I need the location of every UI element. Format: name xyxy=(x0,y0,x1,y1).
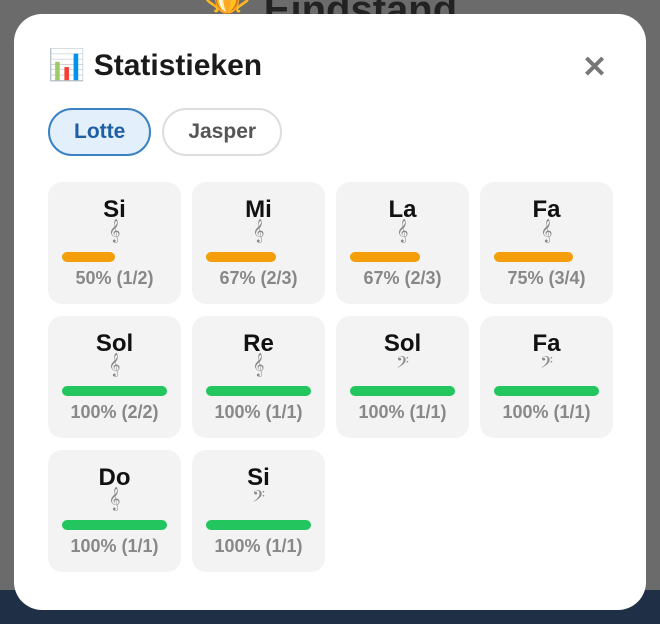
note-card: Sol 𝄢 100% (1/1) xyxy=(336,316,469,438)
score-label: 67% (2/3) xyxy=(363,268,442,288)
progress-track xyxy=(350,386,455,396)
score-label: 100% (1/1) xyxy=(214,402,303,422)
note-name: Do xyxy=(98,464,131,491)
score-label: 100% (1/1) xyxy=(358,402,447,422)
player-tab[interactable]: Jasper xyxy=(162,108,283,156)
chart-icon: 📊 xyxy=(48,49,86,82)
note-card: Si 𝄞 50% (1/2) xyxy=(48,182,181,304)
progress-track xyxy=(206,520,311,530)
note-name: La xyxy=(388,196,417,223)
note-card: Re 𝄞 100% (1/1) xyxy=(192,316,325,438)
progress-bar xyxy=(206,520,311,530)
score-label: 100% (1/1) xyxy=(214,536,303,556)
note-card: Mi 𝄞 67% (2/3) xyxy=(192,182,325,304)
note-name: Fa xyxy=(532,196,561,223)
progress-bar xyxy=(350,386,455,396)
clef-symbol: 𝄢 xyxy=(252,488,265,510)
note-name: Sol xyxy=(383,330,422,357)
score-label: 100% (1/1) xyxy=(70,536,159,556)
note-name: Sol xyxy=(95,330,134,357)
score-label: 100% (1/1) xyxy=(502,402,591,422)
clef-symbol: 𝄢 xyxy=(396,354,409,376)
clef-symbol: 𝄞 xyxy=(252,354,265,376)
clef-symbol: 𝄞 xyxy=(108,354,121,376)
progress-bar xyxy=(350,252,421,262)
progress-bar xyxy=(206,252,277,262)
progress-bar xyxy=(206,386,311,396)
clef-symbol: 𝄞 xyxy=(108,220,121,242)
progress-bar xyxy=(62,252,115,262)
progress-bar xyxy=(494,386,599,396)
clef-symbol: 𝄞 xyxy=(252,220,265,242)
progress-track xyxy=(62,252,167,262)
progress-track xyxy=(350,252,455,262)
clef-symbol: 𝄢 xyxy=(540,354,553,376)
clef-symbol: 𝄞 xyxy=(396,220,409,242)
note-card: Do 𝄞 100% (1/1) xyxy=(48,450,181,572)
progress-bar xyxy=(62,520,167,530)
note-card: Fa 𝄞 75% (3/4) xyxy=(480,182,613,304)
note-card: La 𝄞 67% (2/3) xyxy=(336,182,469,304)
progress-track xyxy=(494,386,599,396)
note-name: Fa xyxy=(532,330,561,357)
stats-grid: Si 𝄞 50% (1/2) Mi 𝄞 67% (2/3) La 𝄞 67% (2/3) Fa 𝄞 7… xyxy=(48,182,613,572)
progress-bar xyxy=(494,252,573,262)
note-card: Fa 𝄢 100% (1/1) xyxy=(480,316,613,438)
progress-track xyxy=(206,386,311,396)
score-label: 75% (3/4) xyxy=(507,268,586,288)
note-card: Si 𝄢 100% (1/1) xyxy=(192,450,325,572)
note-name: Mi xyxy=(245,196,272,223)
progress-track xyxy=(494,252,599,262)
clef-symbol: 𝄞 xyxy=(108,488,121,510)
modal-title: 📊 Statistieken xyxy=(48,48,262,83)
progress-track xyxy=(206,252,311,262)
player-tabs: Lotte Jasper xyxy=(48,108,283,156)
score-label: 50% (1/2) xyxy=(75,268,154,288)
progress-bar xyxy=(62,386,167,396)
score-label: 67% (2/3) xyxy=(219,268,298,288)
close-button[interactable]: ✕ xyxy=(582,51,608,84)
note-name: Si xyxy=(103,196,126,223)
note-name: Si xyxy=(247,464,270,491)
progress-track xyxy=(62,520,167,530)
score-label: 100% (2/2) xyxy=(70,402,159,422)
note-name: Re xyxy=(243,330,274,357)
clef-symbol: 𝄞 xyxy=(540,220,553,242)
progress-track xyxy=(62,386,167,396)
note-card: Sol 𝄞 100% (2/2) xyxy=(48,316,181,438)
stats-modal: 📊 Statistieken ✕ Lotte Jasper Si 𝄞 50% (1/2… xyxy=(14,14,646,610)
title-text: Statistieken xyxy=(93,49,263,82)
player-tab[interactable]: Lotte xyxy=(48,108,152,156)
